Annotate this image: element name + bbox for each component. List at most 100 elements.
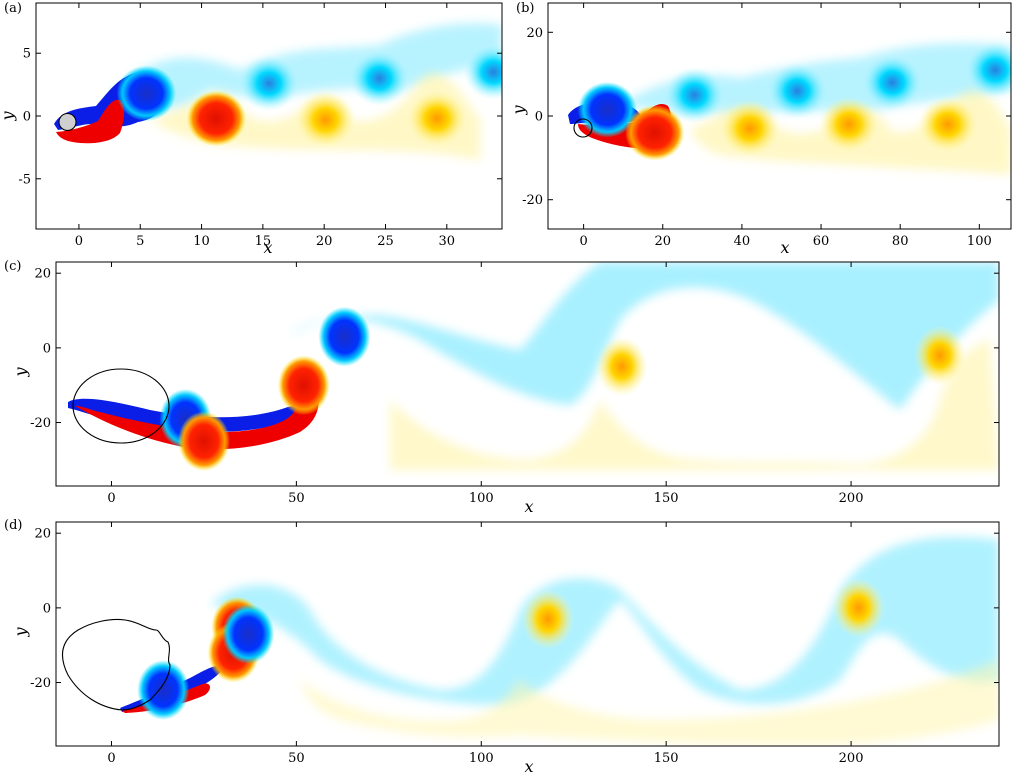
panel-c-ticks: 50 100 150 200 0 -20 0 20 (30, 262, 999, 506)
panel-b-xtick-label: 20 (654, 234, 671, 249)
panel-b: 0 20 40 60 80 100 -20 0 20 (b) x y (509, 1, 1012, 257)
panel-d-xtick-label: 0 (107, 751, 115, 766)
panel-a-xtick-label: 10 (193, 234, 210, 249)
panel-c-ytick-label: -20 (30, 416, 51, 431)
panel-d-vortices (137, 577, 885, 720)
panel-a-vortex-positive (186, 90, 246, 147)
panel-b-xtick-label: 40 (734, 234, 751, 249)
panel-c-vortices (159, 306, 966, 472)
panel-d-field (62, 537, 999, 745)
panel-b-vortex-negative (577, 81, 638, 138)
panel-c-vortex-positive (177, 411, 230, 472)
panel-a-xtick-label: 30 (439, 234, 456, 249)
panel-a-vortex-positive (295, 91, 356, 148)
panel-b-vortex-negative (767, 63, 828, 119)
panel-b-label: (b) (516, 1, 534, 16)
panel-c-yellow-band (390, 340, 999, 470)
panel-a-label: (a) (4, 1, 22, 16)
panel-a-field (54, 23, 502, 160)
panel-d-xtick-label: 200 (839, 751, 864, 766)
panel-d-ticks: 0 50 100 150 200 -20 0 20 (30, 522, 999, 766)
panel-b-ytick-label: 0 (535, 110, 543, 125)
panel-a-xtick-label: 20 (316, 234, 333, 249)
panel-d-vortex-negative (137, 660, 190, 720)
panel-c: 50 100 150 200 0 -20 0 20 (c) x y (4, 259, 1000, 516)
panel-c-xtick-label: 200 (839, 491, 864, 506)
panel-a-xlabel: x (263, 238, 272, 257)
panel-c-frame (55, 261, 1000, 487)
panel-c-ytick-label: 20 (34, 267, 51, 282)
panel-d-xtick-label: 50 (288, 751, 305, 766)
panel-a-ytick-label: 0 (23, 110, 31, 125)
panel-a-ytick-label: -5 (18, 172, 31, 187)
panel-b-field (568, 42, 1011, 175)
panel-a-vortex-negative (239, 55, 299, 112)
panel-b-vortex-positive (625, 104, 685, 161)
panel-a-vortices (116, 44, 502, 148)
panel-c-lower-shear-layer (75, 384, 319, 450)
panel-b-vortices (577, 42, 1011, 161)
panel-c-xtick-label: 150 (654, 491, 679, 506)
panel-a-vortex-negative (349, 50, 410, 107)
panel-c-body-ellipse (72, 368, 170, 444)
panel-b-ytick-label: 20 (526, 26, 543, 41)
panel-b-xtick-label: 60 (813, 234, 830, 249)
panel-d-ytick-label: 20 (34, 527, 51, 542)
panel-d-vortex-positive (832, 577, 885, 638)
panel-a-xtick-label: 5 (136, 234, 144, 249)
panel-a-ticks: 0 5 10 15 20 25 30 -5 0 5 (18, 3, 502, 249)
panel-d-body-loop (62, 618, 171, 711)
panel-a-vortex-positive (407, 90, 467, 147)
panel-a-ylabel: y (0, 111, 17, 122)
panel-a-lower-shear-layer (56, 99, 125, 144)
panel-b-xtick-label: 0 (579, 234, 587, 249)
panel-a: 0 5 10 15 20 25 30 -5 0 5 (a) x y (0, 1, 503, 257)
panel-d-cyan-band (210, 537, 999, 705)
panel-b-ylabel: y (509, 105, 528, 116)
panel-a-body-cylinder (58, 112, 77, 132)
panel-d-vortex-negative (222, 604, 275, 664)
panel-a-xtick-label: 25 (377, 234, 394, 249)
panel-c-ylabel: y (11, 367, 30, 378)
panel-d: 0 50 100 150 200 -20 0 20 (d) x y (4, 518, 1000, 776)
panel-b-ticks: 0 20 40 60 80 100 -20 0 20 (522, 3, 1011, 249)
panel-b-vortex-negative (664, 67, 725, 123)
panel-b-body-cylinder (573, 118, 593, 138)
panel-d-xtick-label: 150 (654, 751, 679, 766)
panel-b-vortex-positive (720, 100, 780, 157)
panel-d-ylabel: y (11, 627, 30, 638)
panel-b-vortex-negative (965, 42, 1011, 98)
panel-c-vortex-negative (318, 306, 371, 367)
panel-c-xtick-label: 0 (107, 491, 115, 506)
panel-c-field (68, 262, 999, 472)
panel-c-xlabel: x (524, 497, 533, 516)
panel-c-cyan-band (290, 262, 999, 410)
panel-a-vortex-negative (116, 65, 177, 122)
panel-a-xtick-label: 15 (255, 234, 272, 249)
panel-a-vortex-negative (463, 44, 502, 100)
panel-a-ytick-label: 5 (23, 47, 31, 62)
panel-b-vortex-positive (917, 96, 978, 153)
panel-c-xtick-label: 50 (288, 491, 305, 506)
panel-d-ytick-label: 0 (43, 601, 51, 616)
panel-c-vortex-positive (595, 336, 648, 397)
panel-b-vortex-negative (862, 54, 922, 111)
panel-b-xtick-label: 80 (892, 234, 909, 249)
panel-c-vortex-positive (277, 355, 330, 416)
panel-d-yellow-band (300, 660, 999, 745)
panel-d-xtick-label: 100 (469, 751, 494, 766)
panel-d-frame (55, 521, 1000, 747)
panel-d-ytick-label: -20 (30, 676, 51, 691)
panel-d-vortex-positive (521, 589, 574, 649)
panel-c-xtick-label: 100 (469, 491, 494, 506)
panel-b-ytick-label: -20 (522, 193, 543, 208)
panel-c-vortex-positive (913, 325, 966, 386)
panel-d-label: (d) (4, 518, 22, 533)
panel-a-xtick-label: 0 (75, 234, 83, 249)
panel-d-xlabel: x (524, 757, 533, 776)
panel-b-xlabel: x (780, 238, 789, 257)
panel-c-label: (c) (4, 259, 21, 274)
panel-b-vortex-positive (819, 96, 879, 153)
panel-b-xtick-label: 100 (967, 234, 992, 249)
